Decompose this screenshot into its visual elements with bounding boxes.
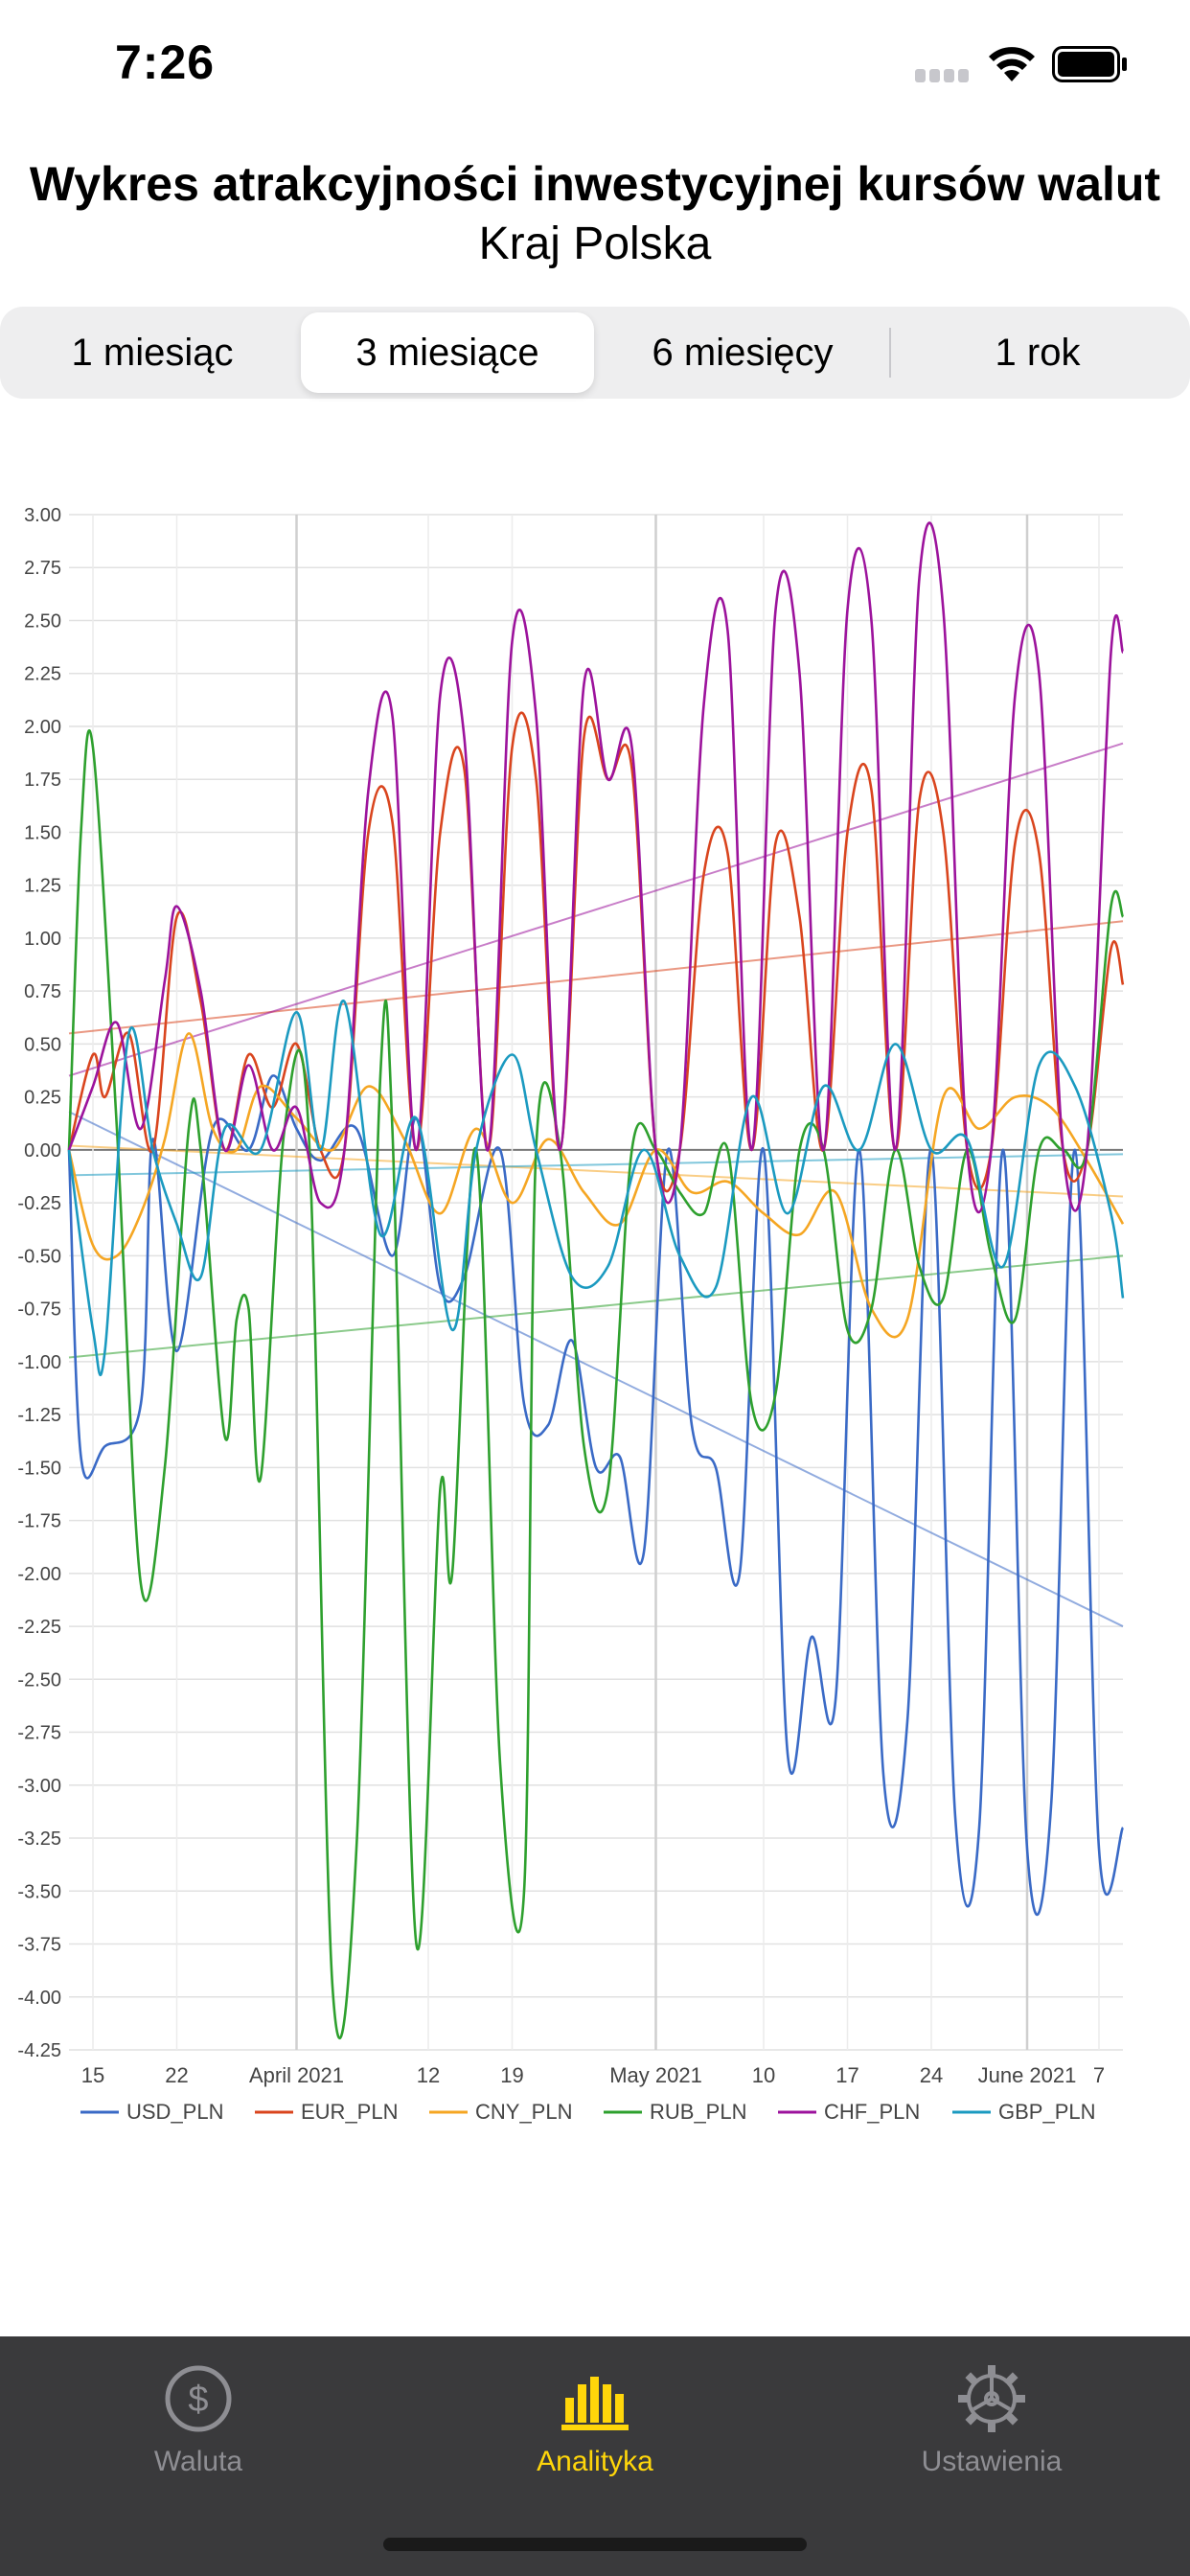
segment-divider xyxy=(889,328,891,378)
y-tick-label: -2.75 xyxy=(17,1723,61,1744)
legend-label: GBP_PLN xyxy=(998,2100,1096,2124)
segment-3-months[interactable]: 3 miesiące xyxy=(301,312,594,393)
y-tick-label: 1.25 xyxy=(24,876,61,897)
y-tick-label: -1.25 xyxy=(17,1405,61,1426)
trend-line-gbp-pln xyxy=(68,1153,1124,1177)
segment-label: 3 miesiące xyxy=(355,331,539,374)
y-tick-label: -2.00 xyxy=(17,1564,61,1585)
y-tick-label: -4.25 xyxy=(17,2040,61,2061)
y-tick-label: -3.25 xyxy=(17,1828,61,1850)
trend-line-eur-pln xyxy=(68,920,1124,1035)
segment-6-months[interactable]: 6 miesięcy xyxy=(596,312,889,393)
status-bar: 7:26 xyxy=(0,0,1190,134)
series-line-chf-pln xyxy=(67,521,1125,1214)
y-tick-label: -0.25 xyxy=(17,1193,61,1214)
gear-icon xyxy=(958,2365,1025,2432)
x-tick-label: 24 xyxy=(920,2063,943,2087)
tab-label: Waluta xyxy=(153,2446,243,2477)
x-tick-label: 22 xyxy=(165,2063,188,2087)
trend-line-rub-pln xyxy=(68,1254,1124,1359)
status-time: 7:26 xyxy=(115,35,216,89)
y-tick-label: 0.25 xyxy=(24,1088,61,1109)
tab-waluta[interactable]: $ Waluta xyxy=(0,2336,397,2576)
x-tick-label: 12 xyxy=(417,2063,440,2087)
segment-1-year[interactable]: 1 rok xyxy=(891,312,1184,393)
legend-label: CHF_PLN xyxy=(824,2100,920,2124)
y-tick-label: 2.00 xyxy=(24,717,61,738)
x-tick-label: 7 xyxy=(1093,2063,1105,2087)
tab-bar: $ Waluta Analityka xyxy=(0,2336,1190,2576)
segment-label: 1 miesiąc xyxy=(71,331,234,374)
y-tick-label: 0.50 xyxy=(24,1034,61,1055)
cellular-signal-icon xyxy=(915,69,969,82)
dollar-circle-icon: $ xyxy=(165,2365,232,2432)
y-tick-label: 0.00 xyxy=(24,1140,61,1162)
period-segmented-control: 1 miesiąc 3 miesiące 6 miesięcy 1 rok xyxy=(0,307,1190,399)
x-tick-label: May 2021 xyxy=(609,2063,702,2087)
header: Wykres atrakcyjności inwestycyjnej kursó… xyxy=(0,153,1190,274)
legend-label: USD_PLN xyxy=(126,2100,223,2124)
tab-analityka[interactable]: Analityka xyxy=(397,2336,793,2576)
y-tick-label: -4.00 xyxy=(17,1988,61,2009)
legend-label: RUB_PLN xyxy=(650,2100,746,2124)
tab-label: Analityka xyxy=(537,2446,653,2477)
series-line-gbp-pln xyxy=(67,1000,1125,1377)
currency-attractiveness-chart: 3.00 2.75 2.50 2.25 2.00 1.75 1.50 1.25 1.00 0.75… xyxy=(17,505,1125,2124)
x-tick-label: 17 xyxy=(835,2063,858,2087)
y-tick-label: 1.75 xyxy=(24,770,61,791)
page-title: Wykres atrakcyjności inwestycyjnej kursó… xyxy=(29,157,1161,211)
wifi-icon xyxy=(989,47,1035,81)
y-tick-label: 0.75 xyxy=(24,981,61,1002)
x-tick-label: 19 xyxy=(500,2063,523,2087)
chart-container: 3.00 2.75 2.50 2.25 2.00 1.75 1.50 1.25 1.00 0.75… xyxy=(0,479,1190,2147)
x-tick-label: 15 xyxy=(81,2063,104,2087)
segment-label: 1 rok xyxy=(995,331,1081,374)
y-tick-label: -1.50 xyxy=(17,1458,61,1479)
x-tick-label: April 2021 xyxy=(249,2063,344,2087)
y-tick-label: -1.00 xyxy=(17,1352,61,1373)
trend-line-chf-pln xyxy=(68,742,1124,1077)
y-tick-label: -0.75 xyxy=(17,1300,61,1321)
y-tick-label: -1.75 xyxy=(17,1511,61,1532)
y-tick-label: 1.50 xyxy=(24,822,61,843)
trend-line-usd-pln xyxy=(68,1111,1124,1627)
y-tick-label: 2.25 xyxy=(24,664,61,685)
y-tick-label: 3.00 xyxy=(24,505,61,526)
y-tick-label: -3.00 xyxy=(17,1776,61,1797)
y-tick-label: -3.75 xyxy=(17,1935,61,1956)
legend-label: EUR_PLN xyxy=(301,2100,398,2124)
y-tick-label: 1.00 xyxy=(24,929,61,950)
series-line-rub-pln xyxy=(67,729,1125,2040)
bar-chart-icon xyxy=(561,2377,629,2430)
y-tick-label: 2.50 xyxy=(24,610,61,632)
x-tick-label: June 2021 xyxy=(978,2063,1077,2087)
y-tick-label: -2.50 xyxy=(17,1669,61,1690)
home-indicator xyxy=(383,2538,807,2551)
svg-text:$: $ xyxy=(188,2380,208,2420)
battery-icon xyxy=(1052,46,1127,82)
x-tick-label: 10 xyxy=(752,2063,775,2087)
page-subtitle: Kraj Polska xyxy=(478,218,712,269)
segment-1-month[interactable]: 1 miesiąc xyxy=(6,312,299,393)
y-tick-label: -0.50 xyxy=(17,1246,61,1267)
trend-line-cny-pln xyxy=(68,1144,1124,1198)
y-tick-label: -2.25 xyxy=(17,1617,61,1638)
segment-label: 6 miesięcy xyxy=(652,331,834,374)
y-tick-label: 2.75 xyxy=(24,558,61,579)
series-line-usd-pln xyxy=(67,1074,1125,1917)
series-line-cny-pln xyxy=(67,1032,1125,1339)
tab-label: Ustawienia xyxy=(921,2446,1063,2477)
tab-ustawienia[interactable]: Ustawienia xyxy=(793,2336,1190,2576)
y-tick-label: -3.50 xyxy=(17,1881,61,1902)
legend-label: CNY_PLN xyxy=(475,2100,572,2124)
